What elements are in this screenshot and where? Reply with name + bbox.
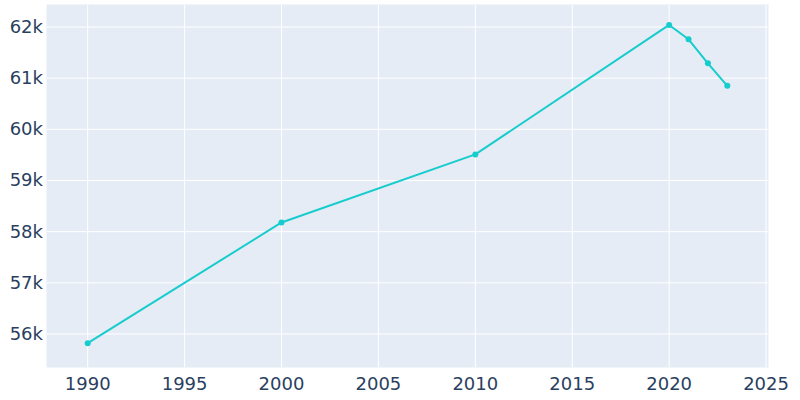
- y-tick-label: 60k: [10, 118, 44, 139]
- x-tick-label: 2025: [743, 373, 789, 394]
- x-grid-line: [184, 5, 185, 367]
- y-grid-line: [47, 333, 768, 334]
- x-tick-label: 2010: [452, 373, 498, 394]
- x-grid-line: [87, 5, 88, 367]
- y-grid-line: [47, 282, 768, 283]
- x-tick-label: 1995: [162, 373, 208, 394]
- x-grid-line: [281, 5, 282, 367]
- y-tick-label: 61k: [10, 67, 44, 88]
- y-tick-label: 62k: [10, 16, 44, 37]
- marker: [472, 151, 478, 157]
- x-grid-line: [669, 5, 670, 367]
- marker: [705, 60, 711, 66]
- y-grid-line: [47, 78, 768, 79]
- series: [85, 22, 731, 346]
- x-grid-line: [572, 5, 573, 367]
- y-tick-label: 58k: [10, 221, 44, 242]
- marker: [85, 340, 91, 346]
- x-tick-label: 2005: [356, 373, 402, 394]
- y-grid-line: [47, 27, 768, 28]
- y-tick-label: 59k: [10, 169, 44, 190]
- marker: [666, 22, 672, 28]
- chart-container: 1990 1995 2000 2005 2010 2015 2020 2025 56k 57k 58…: [0, 0, 800, 400]
- x-grid-line: [378, 5, 379, 367]
- grid: [47, 5, 768, 367]
- y-grid-line: [47, 180, 768, 181]
- y-tick-label: 57k: [10, 272, 44, 293]
- x-tick-label: 1990: [65, 373, 111, 394]
- x-grid-line: [766, 5, 767, 367]
- marker: [279, 219, 285, 225]
- y-tick-label: 56k: [10, 323, 44, 344]
- x-grid-line: [475, 5, 476, 367]
- marker: [724, 83, 730, 89]
- y-grid-line: [47, 231, 768, 232]
- line: [88, 25, 728, 343]
- x-tick-label: 2020: [646, 373, 692, 394]
- marker: [686, 36, 692, 42]
- x-tick-label: 2015: [549, 373, 595, 394]
- chart-svg: 1990 1995 2000 2005 2010 2015 2020 2025 56k 57k 58…: [0, 0, 800, 400]
- plot-background: [47, 5, 768, 367]
- x-tick-label: 2000: [259, 373, 305, 394]
- y-grid-line: [47, 129, 768, 130]
